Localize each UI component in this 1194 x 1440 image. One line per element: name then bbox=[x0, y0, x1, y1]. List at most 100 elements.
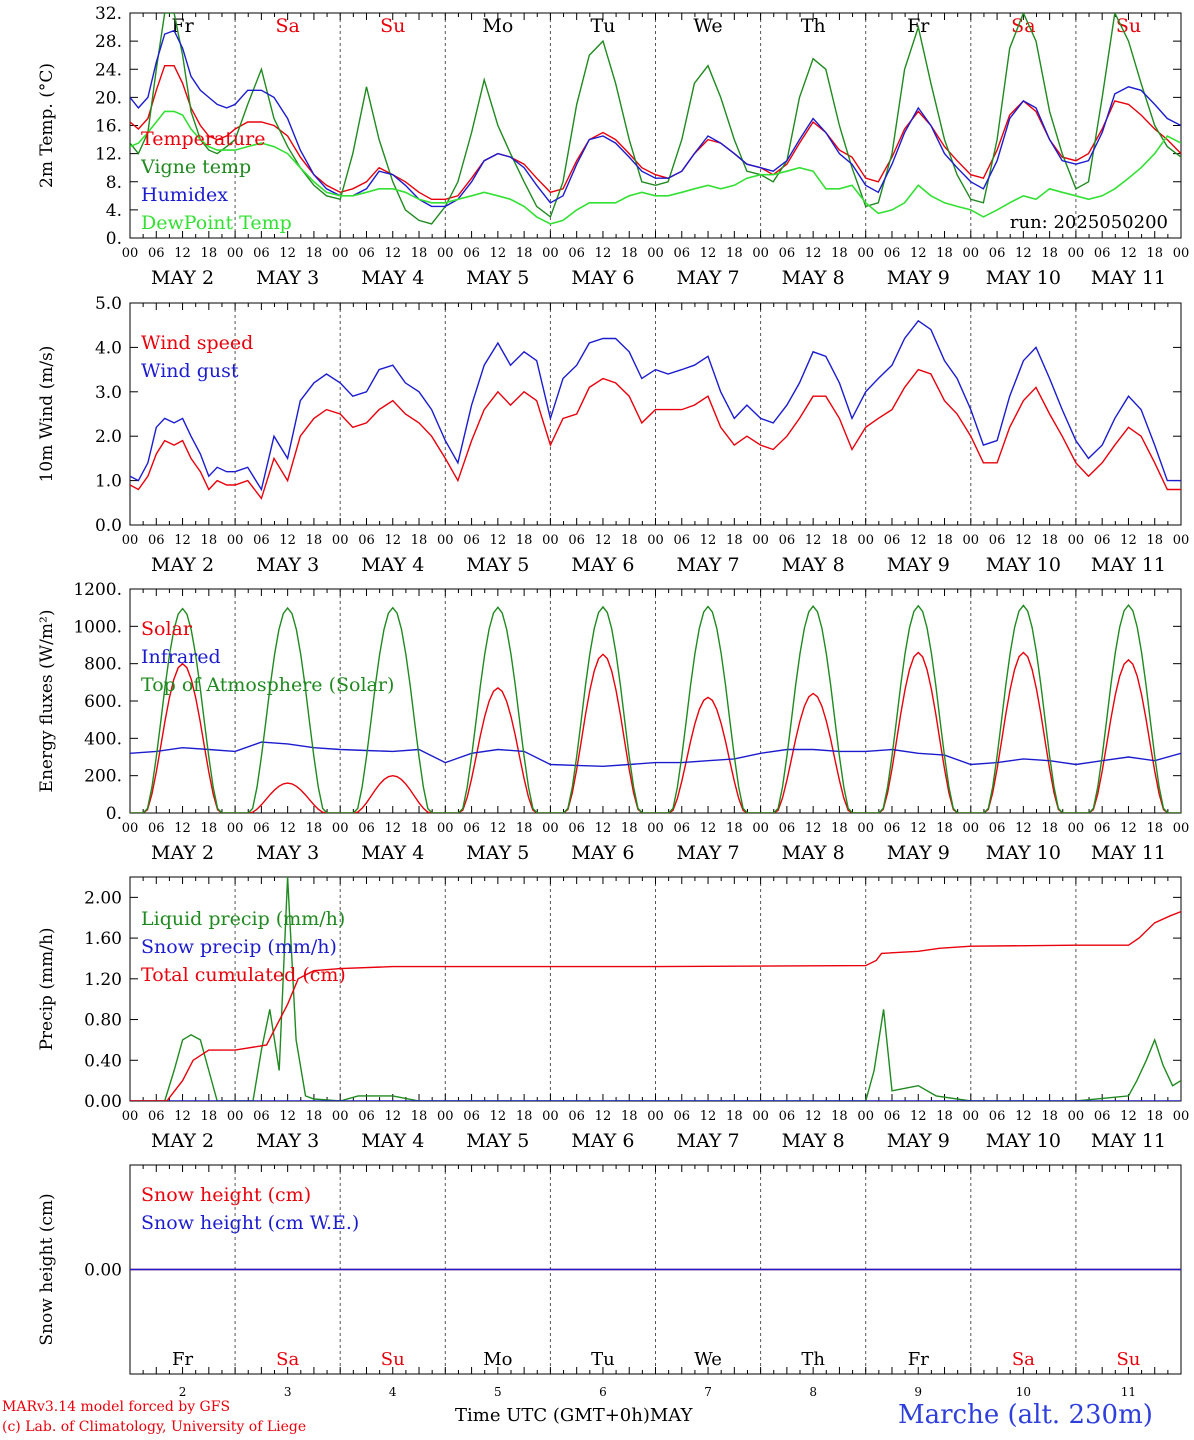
date-label: MAY 11 bbox=[1091, 554, 1166, 576]
day-number: 4 bbox=[389, 1385, 397, 1399]
panel-2: 0.0 1.0 2.0 3.0 4.0 5.0 10m Wind (m/s) 00 06 12 18… bbox=[37, 294, 1189, 576]
date-label: MAY 4 bbox=[361, 1130, 424, 1152]
legend-entry: Top of Atmosphere (Solar) bbox=[141, 674, 394, 696]
y-tick-label: 5.0 bbox=[95, 294, 122, 314]
date-label: MAY 10 bbox=[986, 554, 1061, 576]
hour-label: 06 bbox=[779, 1109, 796, 1124]
hour-label: 12 bbox=[700, 246, 717, 261]
hour-label: 00 bbox=[542, 533, 559, 548]
y-tick-label: 1.0 bbox=[95, 472, 122, 492]
hour-label: 00 bbox=[122, 533, 139, 548]
hour-label: 12 bbox=[805, 533, 822, 548]
panel-1: 0. 4. 8. 12. 16. 20. 24. 28. 32. 2m Temp. (°C) 00 0… bbox=[37, 4, 1189, 289]
hour-label: 12 bbox=[700, 821, 717, 836]
y-tick-label: 24. bbox=[95, 60, 122, 80]
hour-label: 18 bbox=[411, 533, 428, 548]
y-tick-label: 1.60 bbox=[84, 929, 122, 949]
plot-frame bbox=[129, 588, 1182, 814]
date-label: MAY 6 bbox=[571, 554, 634, 576]
hour-label: 18 bbox=[621, 821, 638, 836]
day-name: Tu bbox=[591, 1349, 615, 1370]
day-number: 10 bbox=[1016, 1385, 1031, 1399]
hour-label: 00 bbox=[1173, 821, 1190, 836]
hour-label: 00 bbox=[647, 533, 664, 548]
hour-label: 12 bbox=[595, 533, 612, 548]
hour-label: 12 bbox=[1015, 246, 1032, 261]
hour-label: 00 bbox=[227, 821, 244, 836]
hour-label: 18 bbox=[726, 533, 743, 548]
hour-label: 18 bbox=[201, 246, 218, 261]
hour-label: 00 bbox=[1068, 821, 1085, 836]
hour-label: 12 bbox=[595, 821, 612, 836]
y-tick-label: 0.0 bbox=[95, 516, 122, 536]
hour-label: 00 bbox=[1068, 1109, 1085, 1124]
hour-label: 12 bbox=[700, 1109, 717, 1124]
hour-label: 12 bbox=[910, 821, 927, 836]
series-line-wind-gust bbox=[130, 319, 1181, 492]
day-name: Fr bbox=[172, 1349, 193, 1370]
date-label: MAY 3 bbox=[256, 554, 319, 576]
hour-label: 18 bbox=[306, 533, 323, 548]
date-label: MAY 5 bbox=[466, 554, 529, 576]
date-label: MAY 8 bbox=[782, 554, 845, 576]
hour-label: 18 bbox=[831, 1109, 848, 1124]
hour-label: 00 bbox=[752, 821, 769, 836]
hour-label: 18 bbox=[621, 246, 638, 261]
hour-label: 00 bbox=[437, 533, 454, 548]
hour-label: 12 bbox=[1015, 821, 1032, 836]
y-tick-label: 0.00 bbox=[84, 1261, 122, 1281]
hour-label: 06 bbox=[674, 821, 691, 836]
day-name: Sa bbox=[275, 15, 299, 37]
hour-label: 12 bbox=[490, 533, 507, 548]
hour-label: 06 bbox=[253, 821, 270, 836]
y-tick-label: 800. bbox=[84, 655, 122, 675]
y-tick-label: 0. bbox=[106, 804, 122, 824]
day-name: We bbox=[694, 1349, 722, 1370]
legend-entry: Wind gust bbox=[141, 360, 239, 382]
hour-label: 00 bbox=[332, 1109, 349, 1124]
legend-entry: Total cumulated (cm) bbox=[141, 964, 346, 986]
hour-label: 18 bbox=[621, 533, 638, 548]
hour-label: 06 bbox=[1094, 821, 1111, 836]
hour-label: 18 bbox=[201, 821, 218, 836]
hour-label: 00 bbox=[122, 246, 139, 261]
model-credit: MARv3.14 model forced by GFS bbox=[2, 1399, 231, 1415]
hour-label: 00 bbox=[122, 821, 139, 836]
hour-label: 18 bbox=[936, 821, 953, 836]
day-name: Fr bbox=[908, 1349, 929, 1370]
day-name: Mo bbox=[483, 1349, 512, 1370]
hour-label: 00 bbox=[857, 533, 874, 548]
date-label: MAY 4 bbox=[361, 842, 424, 864]
series-line-dewpoint-temp bbox=[130, 110, 1181, 225]
y-axis-label: 2m Temp. (°C) bbox=[37, 63, 57, 188]
y-tick-label: 20. bbox=[95, 88, 122, 108]
day-name: Su bbox=[1116, 1349, 1140, 1370]
series-line-vigne-temp bbox=[130, 13, 1181, 225]
hour-label: 18 bbox=[726, 1109, 743, 1124]
hour-label: 00 bbox=[437, 1109, 454, 1124]
legend-entry: Snow height (cm W.E.) bbox=[141, 1212, 359, 1234]
hour-label: 00 bbox=[542, 821, 559, 836]
hour-label: 18 bbox=[201, 533, 218, 548]
hour-label: 12 bbox=[384, 533, 401, 548]
station-name: Marche (alt. 230m) bbox=[898, 1400, 1153, 1430]
y-tick-label: 2.0 bbox=[95, 427, 122, 447]
hour-label: 12 bbox=[384, 821, 401, 836]
hour-label: 00 bbox=[963, 1109, 980, 1124]
series-line-solar bbox=[130, 651, 1181, 813]
y-tick-label: 0.00 bbox=[84, 1092, 122, 1112]
hour-label: 18 bbox=[1146, 1109, 1163, 1124]
panel-4: 0.00 0.40 0.80 1.20 1.60 2.00 Precip (mm/h) 00 0… bbox=[37, 876, 1189, 1152]
hour-label: 06 bbox=[148, 821, 165, 836]
legend-entry: Liquid precip (mm/h) bbox=[141, 908, 345, 930]
hour-label: 00 bbox=[227, 1109, 244, 1124]
hour-label: 18 bbox=[411, 1109, 428, 1124]
series-line-temperature bbox=[130, 65, 1181, 200]
hour-label: 00 bbox=[857, 821, 874, 836]
hour-label: 18 bbox=[1146, 821, 1163, 836]
hour-label: 12 bbox=[1120, 1109, 1137, 1124]
day-name: Tu bbox=[590, 15, 615, 37]
hour-label: 00 bbox=[963, 821, 980, 836]
date-label: MAY 11 bbox=[1091, 842, 1166, 864]
